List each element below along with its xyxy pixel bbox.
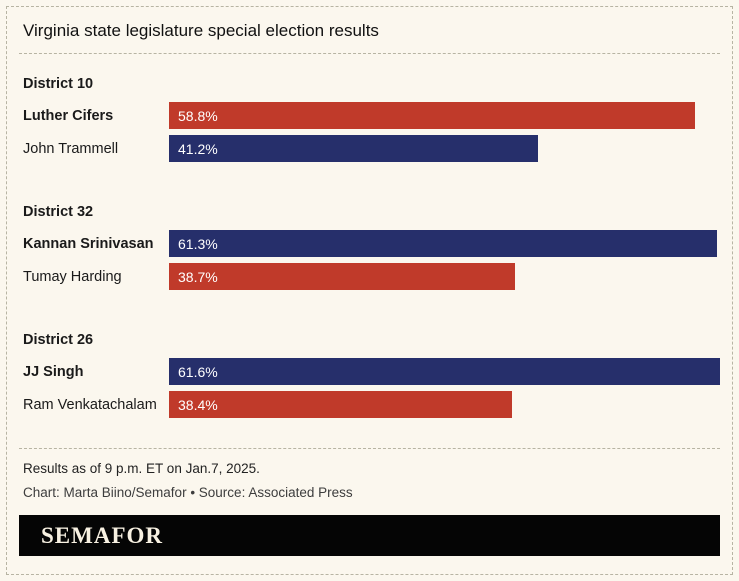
candidate-name: Luther Cifers — [23, 107, 114, 124]
district-header: District 32 — [23, 204, 94, 220]
result-bar: 41.2% — [169, 135, 538, 162]
bar-row: Tumay Harding 38.7% — [19, 263, 720, 290]
district-group: District 32 Kannan Srinivasan 61.3% Tumay H… — [19, 204, 720, 290]
bar-value-label: 41.2% — [178, 140, 218, 157]
district-group: District 10 Luther Cifers 58.8% John Tramme… — [19, 76, 720, 162]
bar-row: John Trammell 41.2% — [19, 135, 720, 162]
separator-top — [19, 53, 720, 54]
bar-value-label: 38.4% — [178, 396, 218, 413]
result-bar: 38.4% — [169, 391, 513, 418]
result-bar: 61.6% — [169, 358, 720, 385]
semafor-logo-bar: SEMAFOR — [19, 515, 720, 556]
bar-track: 38.4% — [169, 391, 720, 418]
footnote: Results as of 9 p.m. ET on Jan.7, 2025. — [23, 461, 260, 476]
district-group: District 26 JJ Singh 61.6% Ram Venkatachala… — [19, 332, 720, 418]
district-header: District 10 — [23, 76, 94, 92]
separator-bottom — [19, 448, 720, 449]
candidate-name: Tumay Harding — [23, 268, 122, 285]
bar-track: 61.6% — [169, 358, 720, 385]
bar-value-label: 38.7% — [178, 268, 218, 285]
bar-track: 61.3% — [169, 230, 720, 257]
result-bar: 38.7% — [169, 263, 516, 290]
candidate-name: Ram Venkatachalam — [23, 396, 157, 413]
bar-value-label: 58.8% — [178, 107, 218, 124]
candidate-name: John Trammell — [23, 140, 119, 157]
bar-track: 38.7% — [169, 263, 720, 290]
semafor-logo: SEMAFOR — [41, 522, 163, 548]
result-bar: 58.8% — [169, 102, 695, 129]
chart-title: Virginia state legislature special elect… — [23, 21, 379, 40]
result-bar: 61.3% — [169, 230, 718, 257]
bar-track: 58.8% — [169, 102, 720, 129]
bar-track: 41.2% — [169, 135, 720, 162]
bar-value-label: 61.3% — [178, 235, 218, 252]
candidate-name: JJ Singh — [23, 363, 84, 380]
chart-card: Virginia state legislature special elect… — [6, 6, 733, 575]
district-header: District 26 — [23, 332, 94, 348]
credit-line: Chart: Marta Biino/Semafor • Source: Ass… — [23, 485, 353, 500]
candidate-name: Kannan Srinivasan — [23, 235, 154, 252]
bar-row: Kannan Srinivasan 61.3% — [19, 230, 720, 257]
chart-area: District 10 Luther Cifers 58.8% John Tramme… — [19, 76, 720, 418]
bar-value-label: 61.6% — [178, 363, 218, 380]
bar-row: Luther Cifers 58.8% — [19, 102, 720, 129]
bar-row: Ram Venkatachalam 38.4% — [19, 391, 720, 418]
bar-row: JJ Singh 61.6% — [19, 358, 720, 385]
